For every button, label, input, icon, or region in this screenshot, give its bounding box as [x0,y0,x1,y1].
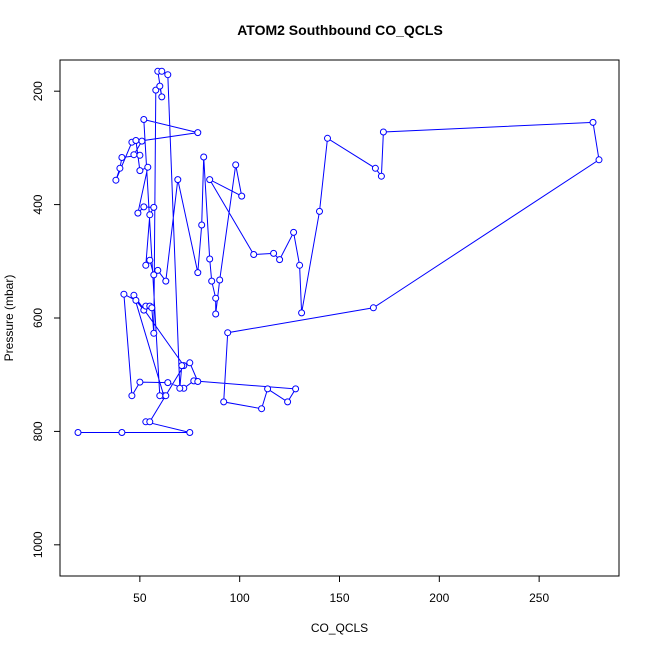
data-point [138,137,146,145]
data-point [589,118,597,126]
data-point [212,310,220,318]
x-axis: 50 100 150 200 250 [133,576,549,605]
data-point [136,151,144,159]
data-point [140,203,148,211]
data-point [296,261,304,269]
data-point [146,418,154,426]
data-point [132,137,140,144]
data-point [164,71,172,79]
data-point [206,176,214,184]
x-tick-label: 150 [329,591,349,605]
data-point [194,129,202,137]
data-point [270,249,278,257]
data-point [136,167,144,175]
data-point [186,429,194,436]
data-point [176,384,184,392]
data-point [150,271,158,279]
data-point [250,251,258,258]
x-tick-label: 50 [133,591,147,605]
y-tick-label: 800 [31,421,45,441]
data-point [292,385,300,393]
data-point [156,82,164,90]
data-point [146,256,154,264]
data-point [142,261,150,269]
y-axis: 200 400 600 800 1000 [31,81,60,558]
data-point [112,176,120,184]
data-point [174,176,182,184]
y-axis-label: Pressure (mbar) [2,275,16,362]
data-point [186,359,194,367]
data-point [324,134,331,142]
data-point [194,269,202,277]
data-point [162,392,170,400]
data-point [154,266,162,274]
data-point [369,304,377,312]
data-point [150,203,158,211]
data-point [284,398,292,406]
y-tick-label: 200 [31,81,45,101]
data-point [379,128,387,136]
data-point [146,211,154,219]
data-point [158,67,166,75]
data-point [258,405,266,413]
data-point [144,163,152,171]
plot-area [74,67,603,436]
data-point [276,256,284,264]
data-point [132,296,140,304]
data-point [212,294,220,302]
data-point [162,277,170,285]
data-point [164,379,172,387]
data-point [118,154,126,161]
y-tick-label: 600 [31,308,45,328]
x-tick-label: 250 [529,591,549,605]
data-point [194,378,202,385]
data-point [130,151,138,159]
data-point [136,378,144,386]
data-point [298,309,306,317]
data-point [371,164,379,172]
data-point [290,228,298,236]
data-point [316,207,323,215]
data-point [206,255,214,263]
x-tick-label: 200 [429,591,449,605]
data-point [200,153,208,161]
data-point [128,392,136,400]
series-line [78,70,600,433]
y-tick-label: 1000 [31,531,45,558]
data-point [118,429,126,436]
data-point [120,290,128,298]
data-point [220,398,228,406]
data-point [178,362,186,370]
data-point [148,304,156,312]
data-point [134,209,142,217]
data-point [377,172,385,180]
data-point [232,161,240,169]
data-point [224,329,232,337]
data-point [150,329,158,337]
data-point [595,156,603,164]
data-point [238,192,246,200]
data-point [198,221,206,229]
plot-frame [59,59,620,577]
data-point [216,276,224,284]
data-point [116,164,124,172]
y-tick-label: 400 [31,194,45,214]
data-point [74,429,82,436]
data-point [264,385,272,393]
chart-title: ATOM2 Southbound CO_QCLS [237,22,443,38]
data-point [208,277,216,285]
x-tick-label: 100 [230,591,250,605]
data-point [152,86,160,94]
data-point [140,116,148,123]
x-axis-label: CO_QCLS [311,621,368,635]
data-point [156,392,164,400]
data-point [158,93,166,101]
